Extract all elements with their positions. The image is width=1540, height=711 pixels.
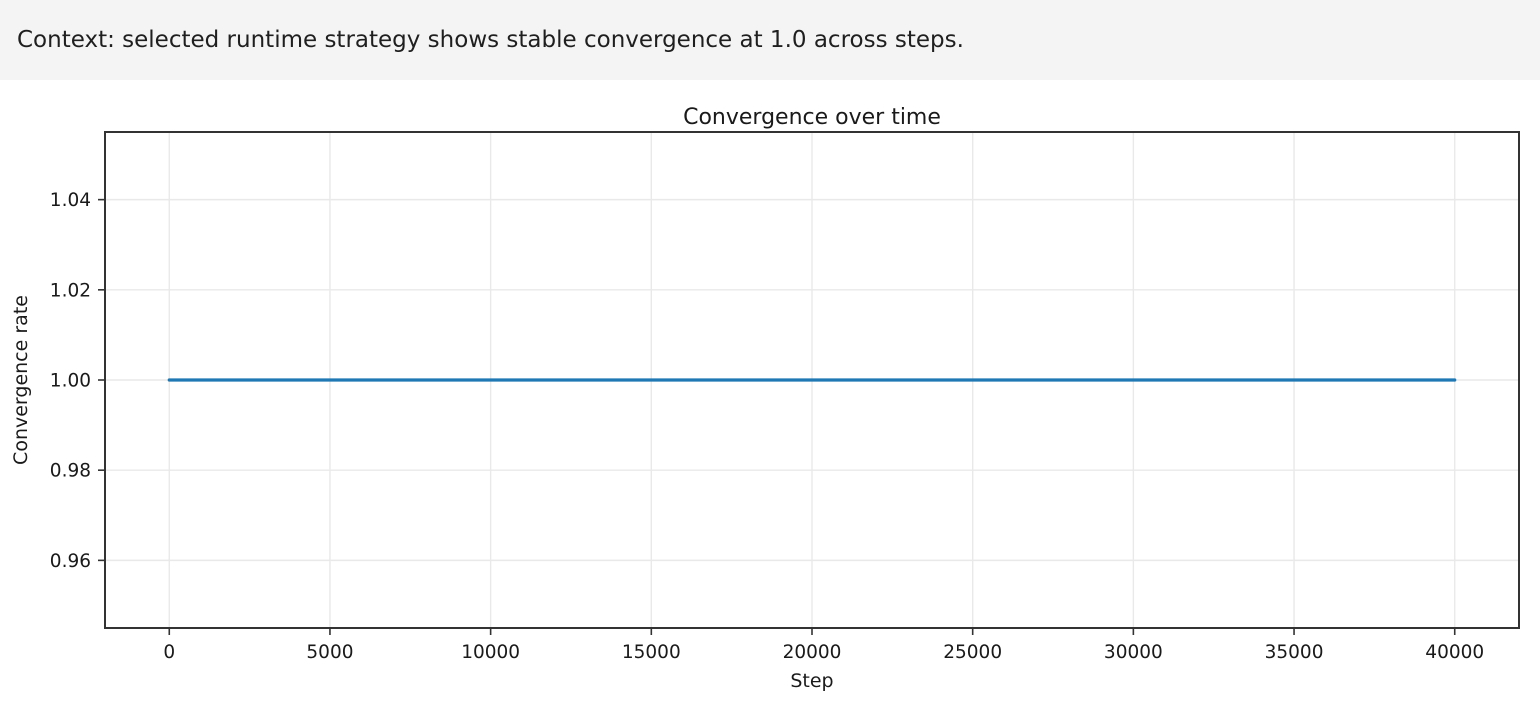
- x-tick-label: 35000: [1265, 642, 1324, 663]
- context-banner-text: Context: selected runtime strategy shows…: [17, 27, 964, 53]
- x-axis-label: Step: [790, 670, 833, 692]
- convergence-chart: 0 5000 10000 15000 20000 25000 30000 35000 40000…: [10, 105, 1520, 692]
- x-tick-label: 10000: [461, 642, 520, 663]
- context-banner: Context: selected runtime strategy shows…: [0, 0, 1540, 80]
- x-tick-label: 25000: [943, 642, 1002, 663]
- y-tick-label: 1.02: [50, 280, 91, 301]
- axis-ticks: [98, 198, 1456, 635]
- y-axis-label: Convergence rate: [10, 295, 32, 465]
- chart-title: Convergence over time: [683, 105, 941, 130]
- x-tick-label: 15000: [622, 642, 681, 663]
- axis-tick-labels: 0 5000 10000 15000 20000 25000 30000 35000 40000…: [50, 190, 1484, 663]
- x-tick-label: 40000: [1425, 642, 1484, 663]
- x-tick-label: 20000: [783, 642, 842, 663]
- x-tick-label: 5000: [306, 642, 353, 663]
- y-tick-label: 1.04: [50, 190, 91, 211]
- x-tick-label: 0: [163, 642, 175, 663]
- x-tick-label: 30000: [1104, 642, 1163, 663]
- y-tick-label: 0.98: [50, 461, 91, 482]
- y-tick-label: 0.96: [50, 551, 91, 572]
- chart-figure: 0 5000 10000 15000 20000 25000 30000 35000 40000…: [0, 80, 1540, 711]
- y-tick-label: 1.00: [50, 371, 91, 392]
